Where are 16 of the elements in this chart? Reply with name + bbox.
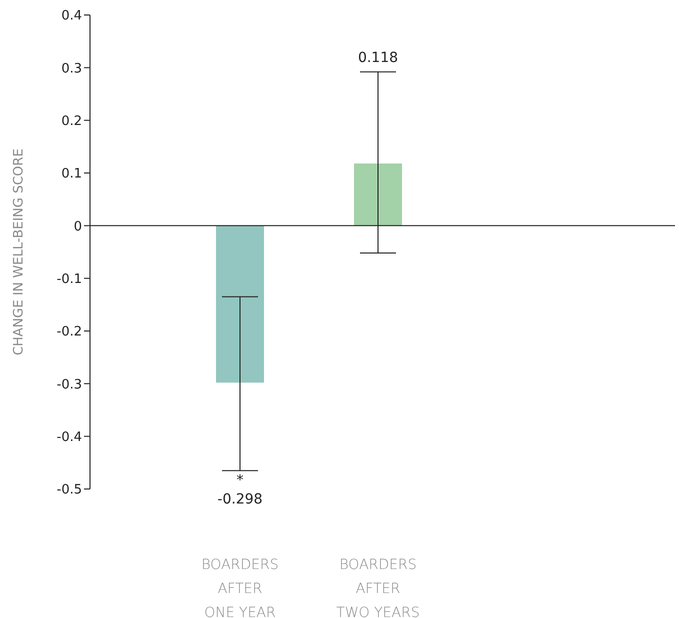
y-tick-label: 0.4 [61, 8, 82, 24]
y-tick-label: -0.2 [56, 324, 82, 340]
x-tick-label: BOARDERS AFTER TWO YEARS [336, 557, 420, 618]
y-tick-label: -0.3 [56, 377, 82, 392]
annotation: -0.298 [217, 492, 263, 508]
y-tick-label: 0.1 [61, 166, 82, 182]
y-axis-title: CHANGE IN WELL-BEING SCORE [12, 148, 27, 356]
annotation: 0.118 [358, 50, 398, 66]
y-tick-label: -0.1 [56, 272, 82, 287]
y-tick-label: 0 [74, 219, 82, 234]
y-tick-label: 0.2 [61, 114, 82, 129]
x-tick-label: BOARDERS AFTER ONE YEAR [201, 557, 279, 618]
y-tick-label: -0.4 [56, 430, 82, 445]
annotation: * [236, 472, 244, 489]
y-tick-label: -0.5 [56, 482, 82, 498]
y-tick-label: 0.3 [61, 61, 82, 76]
